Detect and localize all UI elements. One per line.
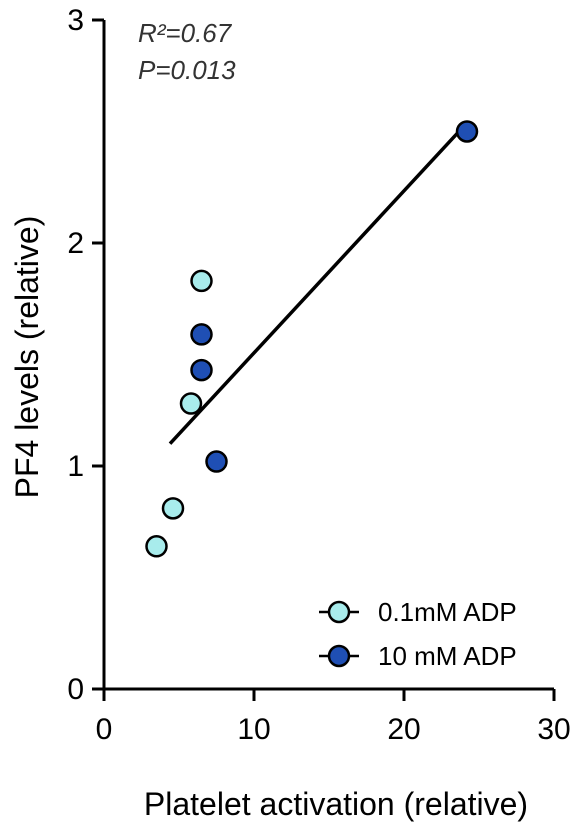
legend-label-10mm-adp: 10 mM ADP	[378, 641, 517, 671]
legend-item-10mm-adp: 10 mM ADP	[319, 641, 517, 671]
x-tick-label: 20	[387, 713, 420, 746]
x-ticks: 0 10 20 30	[96, 689, 571, 746]
data-point-10mm-adp	[205, 450, 228, 473]
x-tick-label: 10	[237, 713, 270, 746]
data-point-0-1mm-adp	[145, 535, 168, 558]
data-point-0-1mm-adp	[161, 497, 185, 520]
data-point-0-1mm-adp	[179, 392, 203, 415]
data-points	[145, 120, 479, 558]
x-axis-title: Platelet activation (relative)	[144, 786, 528, 822]
y-ticks: 0 1 2 3	[67, 4, 104, 706]
data-point-10mm-adp	[190, 323, 213, 346]
y-tick-label: 0	[67, 673, 84, 706]
legend-marker-10mm-adp	[327, 644, 351, 668]
legend: 0.1mM ADP 10 mM ADP	[319, 597, 517, 671]
legend-item-0-1mm-adp: 0.1mM ADP	[319, 597, 517, 627]
regression-line	[168, 128, 463, 445]
data-point-10mm-adp	[190, 358, 213, 382]
data-point-10mm-adp	[455, 120, 479, 143]
x-tick-label: 30	[537, 713, 570, 746]
p-value-annotation: P=0.013	[138, 55, 236, 85]
r-squared-annotation: R²=0.67	[138, 18, 233, 48]
data-point-0-1mm-adp	[190, 269, 213, 293]
y-axis-title: PF4 levels (relative)	[9, 216, 45, 499]
x-tick-label: 0	[96, 713, 113, 746]
legend-marker-0-1mm-adp	[327, 600, 351, 624]
y-tick-label: 1	[67, 450, 84, 483]
y-tick-label: 3	[67, 4, 84, 37]
y-tick-label: 2	[67, 227, 84, 260]
legend-label-0-1mm-adp: 0.1mM ADP	[378, 597, 517, 627]
